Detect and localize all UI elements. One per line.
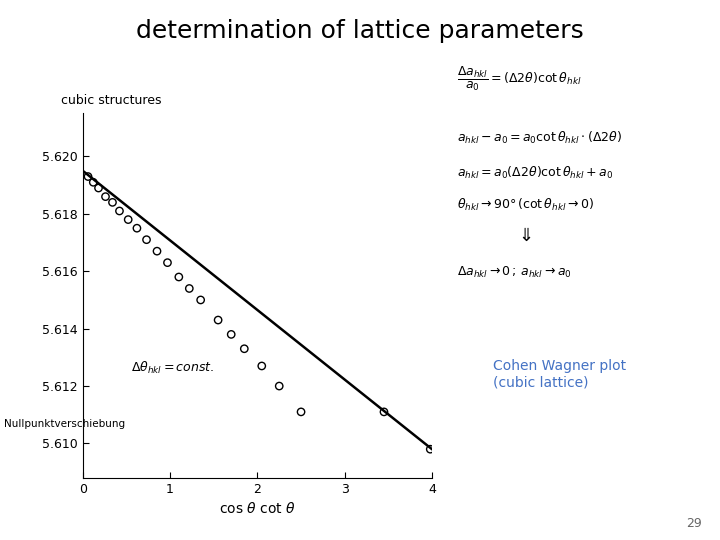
Point bbox=[88, 178, 99, 187]
Text: $\Delta\theta_{hkl} = const.$: $\Delta\theta_{hkl} = const.$ bbox=[131, 360, 215, 376]
Point bbox=[378, 408, 390, 416]
Point bbox=[82, 172, 94, 181]
Point bbox=[256, 362, 268, 370]
Point bbox=[122, 215, 134, 224]
Text: $\theta_{hkl} \rightarrow 90°\,\left(\cot\theta_{hkl} \rightarrow 0\right)$: $\theta_{hkl} \rightarrow 90°\,\left(\co… bbox=[457, 197, 594, 213]
Point bbox=[114, 207, 125, 215]
Point bbox=[162, 258, 174, 267]
X-axis label: cos $\theta$ cot $\theta$: cos $\theta$ cot $\theta$ bbox=[219, 501, 296, 516]
Point bbox=[107, 198, 118, 207]
Point bbox=[195, 295, 207, 304]
Point bbox=[141, 235, 153, 244]
Point bbox=[425, 445, 436, 454]
Point bbox=[131, 224, 143, 233]
Point bbox=[173, 273, 184, 281]
Point bbox=[225, 330, 237, 339]
Point bbox=[100, 192, 112, 201]
Text: determination of lattice parameters: determination of lattice parameters bbox=[136, 19, 584, 43]
Text: 29: 29 bbox=[686, 517, 702, 530]
Text: $\Downarrow$: $\Downarrow$ bbox=[515, 227, 531, 245]
Text: Cohen Wagner plot
(cubic lattice): Cohen Wagner plot (cubic lattice) bbox=[493, 359, 626, 389]
Text: cubic structures: cubic structures bbox=[61, 94, 162, 107]
Text: $\dfrac{\Delta a_{hkl}}{a_0} = (\Delta 2\theta)\cot\theta_{hkl}$: $\dfrac{\Delta a_{hkl}}{a_0} = (\Delta 2… bbox=[457, 65, 582, 93]
Text: $a_{hkl} - a_0 = a_0 \cot\theta_{hkl} \cdot (\Delta 2\theta)$: $a_{hkl} - a_0 = a_0 \cot\theta_{hkl} \c… bbox=[457, 130, 622, 146]
Point bbox=[238, 345, 250, 353]
Point bbox=[151, 247, 163, 255]
Point bbox=[93, 184, 104, 192]
Text: Nullpunktverschiebung: Nullpunktverschiebung bbox=[4, 419, 125, 429]
Point bbox=[274, 382, 285, 390]
Text: $\Delta a_{hkl} \rightarrow 0\,;\,a_{hkl} \rightarrow a_0$: $\Delta a_{hkl} \rightarrow 0\,;\,a_{hkl… bbox=[457, 265, 572, 280]
Point bbox=[295, 408, 307, 416]
Point bbox=[212, 316, 224, 325]
Point bbox=[184, 284, 195, 293]
Text: $a_{hkl} = a_0(\Delta 2\theta)\cot\theta_{hkl} + a_0$: $a_{hkl} = a_0(\Delta 2\theta)\cot\theta… bbox=[457, 165, 613, 181]
